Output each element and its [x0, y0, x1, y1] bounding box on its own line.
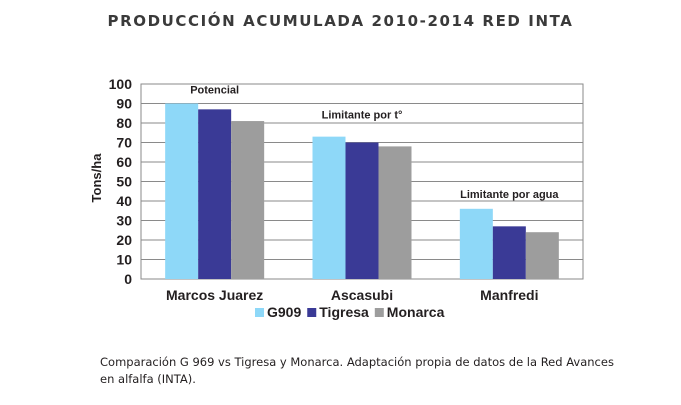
x-tick-label: Ascasubi	[331, 287, 393, 303]
bar-g909-0	[165, 103, 199, 279]
y-tick-label: 30	[116, 213, 132, 229]
x-tick-label: Marcos Juarez	[166, 287, 263, 303]
y-tick-label: 20	[116, 232, 132, 248]
x-axis-ticks: Marcos Juarez Ascasubi Manfredi	[166, 287, 538, 303]
bar-tigresa-2	[492, 226, 526, 279]
y-tick-label: 50	[116, 174, 132, 190]
bar-monarca-2	[525, 232, 559, 279]
figure-caption: Comparación G 969 vs Tigresa y Monarca. …	[100, 355, 614, 386]
chart-title: PRODUCCIÓN ACUMULADA 2010-2014 RED INTA	[107, 12, 574, 30]
y-tick-label: 0	[124, 271, 132, 287]
bar-g909-2	[459, 208, 493, 279]
bar-chart: 0 10 20 30 40 50 60 70 80 90 100 Tons/ha Potencial…	[89, 76, 584, 320]
y-tick-label: 90	[116, 96, 132, 112]
legend-swatch-monarca	[374, 308, 384, 317]
y-tick-label: 80	[116, 115, 132, 131]
annotations: Potencial Limitante por t° Limitante por a…	[190, 85, 559, 201]
legend-swatch-g909	[255, 308, 264, 317]
legend-label-tigresa: Tigresa	[319, 304, 369, 320]
annotation-label: Potencial	[190, 85, 239, 97]
annotation-label: Limitante por agua	[460, 189, 559, 201]
bar-g909-1	[312, 136, 346, 279]
y-tick-label: 70	[116, 135, 132, 151]
y-tick-label: 40	[116, 193, 132, 209]
bar-tigresa-1	[345, 142, 379, 279]
y-tick-label: 10	[116, 252, 132, 268]
y-axis-ticks: 0 10 20 30 40 50 60 70 80 90 100	[109, 76, 133, 287]
bar-monarca-1	[378, 146, 412, 279]
bar-tigresa-0	[198, 109, 232, 279]
x-tick-label: Manfredi	[480, 287, 538, 303]
legend: G909 Tigresa Monarca	[255, 304, 445, 320]
y-tick-label: 60	[116, 154, 132, 170]
y-axis-label: Tons/ha	[89, 153, 104, 203]
legend-label-g909: G909	[267, 304, 301, 320]
legend-swatch-tigresa	[307, 308, 317, 317]
annotation-label: Limitante por t°	[322, 110, 403, 122]
y-tick-label: 100	[109, 76, 133, 92]
legend-label-monarca: Monarca	[387, 304, 445, 320]
bar-monarca-0	[231, 121, 265, 279]
bars	[165, 103, 559, 279]
